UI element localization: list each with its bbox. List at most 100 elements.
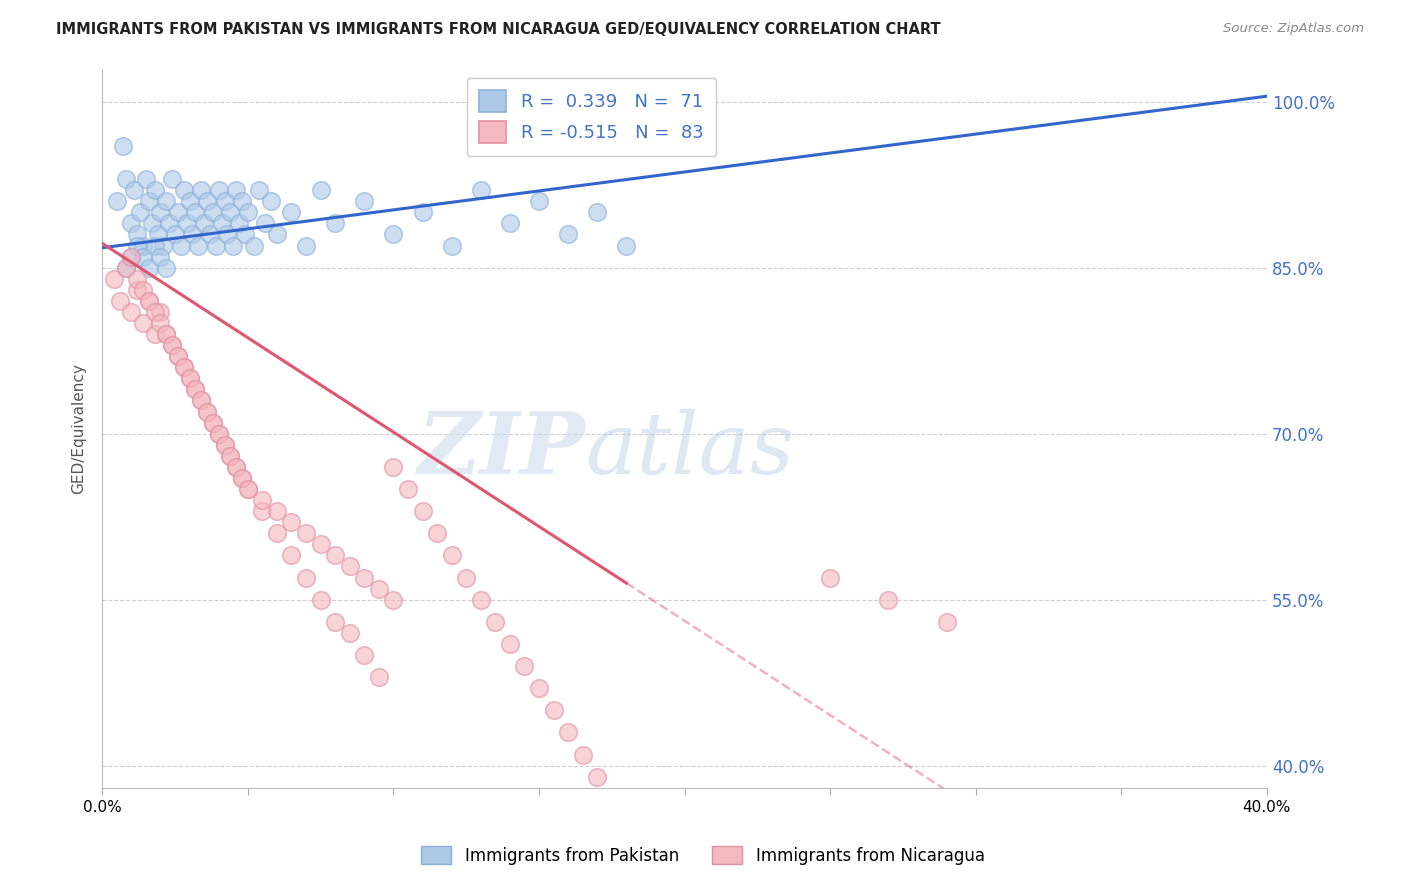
Point bbox=[127, 227, 149, 242]
Point bbox=[426, 526, 449, 541]
Point bbox=[120, 216, 142, 230]
Point bbox=[143, 327, 166, 342]
Point bbox=[527, 681, 550, 695]
Point bbox=[152, 238, 174, 252]
Point bbox=[160, 172, 183, 186]
Point bbox=[280, 205, 302, 219]
Point bbox=[173, 360, 195, 375]
Point bbox=[208, 426, 231, 441]
Point bbox=[114, 260, 136, 275]
Point bbox=[184, 383, 207, 397]
Point bbox=[367, 582, 389, 596]
Point bbox=[225, 183, 247, 197]
Point bbox=[204, 238, 226, 252]
Point bbox=[217, 227, 239, 242]
Point bbox=[231, 471, 253, 485]
Point bbox=[149, 205, 172, 219]
Point bbox=[484, 615, 506, 629]
Point bbox=[266, 227, 288, 242]
Point bbox=[143, 238, 166, 252]
Point bbox=[201, 416, 224, 430]
Point bbox=[440, 549, 463, 563]
Point bbox=[149, 305, 172, 319]
Point bbox=[309, 592, 332, 607]
Point bbox=[236, 482, 259, 496]
Point bbox=[120, 250, 142, 264]
Point bbox=[132, 250, 155, 264]
Point bbox=[266, 526, 288, 541]
Point bbox=[353, 194, 375, 209]
Point bbox=[935, 615, 957, 629]
Point bbox=[135, 172, 157, 186]
Point bbox=[173, 183, 195, 197]
Point bbox=[557, 227, 579, 242]
Point bbox=[195, 404, 218, 418]
Point bbox=[179, 371, 201, 385]
Point bbox=[295, 526, 318, 541]
Point bbox=[111, 139, 134, 153]
Point bbox=[236, 482, 259, 496]
Point bbox=[195, 194, 218, 209]
Point bbox=[176, 216, 198, 230]
Point bbox=[138, 194, 160, 209]
Point bbox=[219, 449, 242, 463]
Point bbox=[586, 770, 609, 784]
Point bbox=[149, 250, 172, 264]
Point bbox=[225, 459, 247, 474]
Point bbox=[571, 747, 593, 762]
Point bbox=[143, 305, 166, 319]
Point bbox=[339, 625, 361, 640]
Point bbox=[214, 438, 236, 452]
Point bbox=[440, 238, 463, 252]
Point bbox=[295, 570, 318, 584]
Point bbox=[120, 250, 142, 264]
Point bbox=[411, 205, 433, 219]
Point bbox=[260, 194, 283, 209]
Point bbox=[252, 504, 274, 518]
Legend: Immigrants from Pakistan, Immigrants from Nicaragua: Immigrants from Pakistan, Immigrants fro… bbox=[413, 838, 993, 873]
Point bbox=[173, 360, 195, 375]
Point bbox=[309, 537, 332, 551]
Point bbox=[160, 338, 183, 352]
Point bbox=[127, 272, 149, 286]
Point bbox=[249, 183, 271, 197]
Point bbox=[382, 227, 405, 242]
Point bbox=[470, 592, 492, 607]
Point bbox=[149, 316, 172, 330]
Point bbox=[179, 194, 201, 209]
Point bbox=[127, 283, 149, 297]
Point bbox=[193, 216, 215, 230]
Point bbox=[877, 592, 900, 607]
Point bbox=[190, 393, 212, 408]
Point bbox=[155, 260, 177, 275]
Point bbox=[323, 615, 346, 629]
Point bbox=[614, 814, 637, 828]
Point bbox=[138, 293, 160, 308]
Point bbox=[456, 570, 478, 584]
Point bbox=[198, 227, 221, 242]
Point bbox=[586, 205, 609, 219]
Point bbox=[309, 183, 332, 197]
Point bbox=[219, 205, 242, 219]
Point bbox=[557, 725, 579, 739]
Point bbox=[201, 416, 224, 430]
Point bbox=[382, 592, 405, 607]
Point bbox=[143, 183, 166, 197]
Point bbox=[105, 194, 128, 209]
Point bbox=[184, 205, 207, 219]
Point bbox=[132, 238, 155, 252]
Point bbox=[132, 283, 155, 297]
Point bbox=[396, 482, 419, 496]
Point bbox=[242, 238, 264, 252]
Point bbox=[146, 227, 169, 242]
Point bbox=[167, 205, 190, 219]
Point bbox=[600, 792, 623, 806]
Point bbox=[114, 172, 136, 186]
Point bbox=[132, 316, 155, 330]
Point bbox=[103, 272, 125, 286]
Legend: R =  0.339   N =  71, R = -0.515   N =  83: R = 0.339 N = 71, R = -0.515 N = 83 bbox=[467, 78, 716, 156]
Point bbox=[108, 293, 131, 308]
Point bbox=[122, 183, 145, 197]
Point bbox=[225, 459, 247, 474]
Point bbox=[295, 238, 318, 252]
